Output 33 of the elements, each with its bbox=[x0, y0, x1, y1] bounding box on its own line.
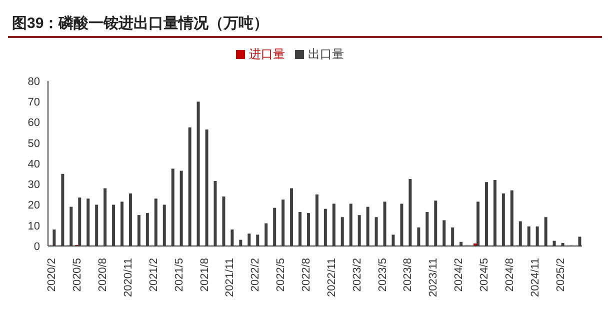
x-tick-label: 2024/2 bbox=[453, 258, 466, 292]
x-tick-label: 2021/8 bbox=[198, 258, 211, 292]
legend-label: 出口量 bbox=[308, 47, 344, 61]
x-tick-label: 2021/5 bbox=[173, 258, 186, 292]
y-tick-label: 50 bbox=[28, 138, 40, 150]
y-tick-label: 60 bbox=[28, 117, 40, 130]
y-tick-label: 20 bbox=[28, 200, 40, 212]
x-tick-label: 2023/8 bbox=[402, 258, 414, 292]
x-tick-label: 2022/2 bbox=[250, 258, 262, 292]
x-tick-label: 2025/2 bbox=[554, 258, 567, 292]
y-tick-label: 80 bbox=[28, 76, 40, 88]
x-tick-label: 2020/2 bbox=[46, 258, 58, 292]
x-tick-label: 2020/11 bbox=[122, 258, 135, 297]
x-tick-label: 2021/2 bbox=[148, 258, 160, 292]
y-tick-label: 40 bbox=[28, 158, 40, 170]
x-tick-label: 2023/11 bbox=[428, 258, 440, 297]
y-tick-label: 30 bbox=[28, 179, 40, 192]
x-tick-label: 2024/8 bbox=[504, 258, 516, 292]
x-tick-label: 2021/11 bbox=[224, 258, 236, 297]
chart-title: 图39：磷酸一铵进出口量情况（万吨） bbox=[8, 8, 602, 38]
x-tick-label: 2023/5 bbox=[376, 258, 389, 292]
x-tick-label: 2022/5 bbox=[275, 258, 288, 292]
legend-label: 进口量 bbox=[249, 47, 285, 61]
x-tick-label: 2022/8 bbox=[300, 258, 313, 292]
x-tick-label: 2024/5 bbox=[478, 258, 491, 292]
y-tick-label: 10 bbox=[28, 220, 40, 232]
x-tick-label: 2020/5 bbox=[72, 258, 84, 292]
x-tick-label: 2022/11 bbox=[326, 258, 338, 297]
x-tick-label: 2020/8 bbox=[97, 258, 110, 292]
x-tick-label: 2023/2 bbox=[351, 258, 364, 292]
y-tick-label: 70 bbox=[28, 96, 40, 109]
y-tick-label: 0 bbox=[34, 240, 40, 253]
x-tick-label: 2024/11 bbox=[529, 258, 542, 297]
